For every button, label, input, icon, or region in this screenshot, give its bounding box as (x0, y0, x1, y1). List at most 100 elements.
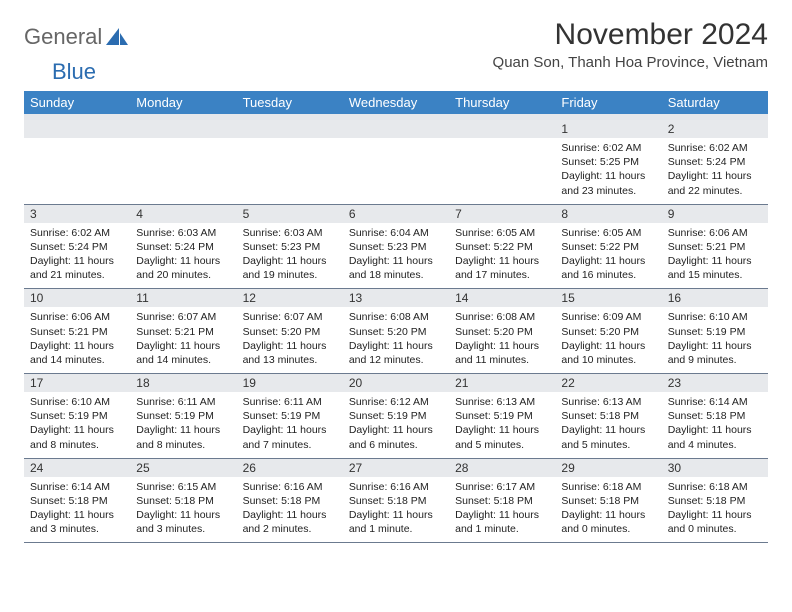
calendar-page: General November 2024 Quan Son, Thanh Ho… (0, 0, 792, 561)
calendar-week-row: 17Sunrise: 6:10 AMSunset: 5:19 PMDayligh… (24, 374, 768, 459)
daylight-text: Daylight: 11 hours (561, 254, 655, 268)
sunset-text: Sunset: 5:24 PM (30, 240, 124, 254)
day-cell: 10Sunrise: 6:06 AMSunset: 5:21 PMDayligh… (24, 289, 130, 374)
day-details: Sunrise: 6:14 AMSunset: 5:18 PMDaylight:… (24, 477, 130, 543)
day-details: Sunrise: 6:08 AMSunset: 5:20 PMDaylight:… (343, 307, 449, 373)
day-cell (237, 120, 343, 204)
sunset-text: Sunset: 5:18 PM (668, 494, 762, 508)
sunrise-text: Sunrise: 6:06 AM (30, 310, 124, 324)
day-details: Sunrise: 6:12 AMSunset: 5:19 PMDaylight:… (343, 392, 449, 458)
sunrise-text: Sunrise: 6:13 AM (455, 395, 549, 409)
sunset-text: Sunset: 5:18 PM (136, 494, 230, 508)
day-number: 12 (237, 289, 343, 307)
daylight-text: Daylight: 11 hours (561, 508, 655, 522)
sunset-text: Sunset: 5:18 PM (349, 494, 443, 508)
daylight-text: Daylight: 11 hours (30, 339, 124, 353)
day-cell: 12Sunrise: 6:07 AMSunset: 5:20 PMDayligh… (237, 289, 343, 374)
daylight-text: and 14 minutes. (136, 353, 230, 367)
daylight-text: and 16 minutes. (561, 268, 655, 282)
day-number: 23 (662, 374, 768, 392)
calendar-week-row: 3Sunrise: 6:02 AMSunset: 5:24 PMDaylight… (24, 204, 768, 289)
day-header: Tuesday (237, 91, 343, 114)
daylight-text: Daylight: 11 hours (136, 254, 230, 268)
daylight-text: and 11 minutes. (455, 353, 549, 367)
sunset-text: Sunset: 5:19 PM (455, 409, 549, 423)
sunrise-text: Sunrise: 6:05 AM (561, 226, 655, 240)
daylight-text: and 1 minute. (455, 522, 549, 536)
day-details: Sunrise: 6:08 AMSunset: 5:20 PMDaylight:… (449, 307, 555, 373)
daylight-text: and 0 minutes. (561, 522, 655, 536)
day-cell: 23Sunrise: 6:14 AMSunset: 5:18 PMDayligh… (662, 374, 768, 459)
day-number: 14 (449, 289, 555, 307)
day-number (237, 120, 343, 138)
daylight-text: and 8 minutes. (30, 438, 124, 452)
day-cell: 1Sunrise: 6:02 AMSunset: 5:25 PMDaylight… (555, 120, 661, 204)
sunset-text: Sunset: 5:18 PM (243, 494, 337, 508)
sunrise-text: Sunrise: 6:08 AM (349, 310, 443, 324)
day-number: 3 (24, 205, 130, 223)
day-cell: 18Sunrise: 6:11 AMSunset: 5:19 PMDayligh… (130, 374, 236, 459)
day-cell (130, 120, 236, 204)
daylight-text: and 17 minutes. (455, 268, 549, 282)
day-details: Sunrise: 6:11 AMSunset: 5:19 PMDaylight:… (130, 392, 236, 458)
daylight-text: and 7 minutes. (243, 438, 337, 452)
daylight-text: and 6 minutes. (349, 438, 443, 452)
day-details: Sunrise: 6:06 AMSunset: 5:21 PMDaylight:… (24, 307, 130, 373)
day-number: 16 (662, 289, 768, 307)
sunrise-text: Sunrise: 6:11 AM (243, 395, 337, 409)
sunset-text: Sunset: 5:18 PM (455, 494, 549, 508)
day-details: Sunrise: 6:10 AMSunset: 5:19 PMDaylight:… (24, 392, 130, 458)
daylight-text: Daylight: 11 hours (455, 423, 549, 437)
day-cell: 29Sunrise: 6:18 AMSunset: 5:18 PMDayligh… (555, 458, 661, 543)
day-number: 29 (555, 459, 661, 477)
day-details (343, 138, 449, 198)
day-number: 9 (662, 205, 768, 223)
day-number: 15 (555, 289, 661, 307)
day-cell: 14Sunrise: 6:08 AMSunset: 5:20 PMDayligh… (449, 289, 555, 374)
day-number: 6 (343, 205, 449, 223)
sunset-text: Sunset: 5:19 PM (349, 409, 443, 423)
daylight-text: and 4 minutes. (668, 438, 762, 452)
daylight-text: Daylight: 11 hours (136, 508, 230, 522)
daylight-text: Daylight: 11 hours (30, 423, 124, 437)
daylight-text: Daylight: 11 hours (243, 423, 337, 437)
daylight-text: and 0 minutes. (668, 522, 762, 536)
calendar-week-row: 1Sunrise: 6:02 AMSunset: 5:25 PMDaylight… (24, 120, 768, 204)
day-details: Sunrise: 6:09 AMSunset: 5:20 PMDaylight:… (555, 307, 661, 373)
day-number: 22 (555, 374, 661, 392)
daylight-text: and 13 minutes. (243, 353, 337, 367)
day-cell: 21Sunrise: 6:13 AMSunset: 5:19 PMDayligh… (449, 374, 555, 459)
day-details (449, 138, 555, 198)
daylight-text: Daylight: 11 hours (136, 423, 230, 437)
day-cell: 25Sunrise: 6:15 AMSunset: 5:18 PMDayligh… (130, 458, 236, 543)
daylight-text: and 5 minutes. (561, 438, 655, 452)
sunrise-text: Sunrise: 6:03 AM (136, 226, 230, 240)
daylight-text: Daylight: 11 hours (668, 508, 762, 522)
sunrise-text: Sunrise: 6:05 AM (455, 226, 549, 240)
daylight-text: and 14 minutes. (30, 353, 124, 367)
day-cell (343, 120, 449, 204)
sunset-text: Sunset: 5:20 PM (349, 325, 443, 339)
sunrise-text: Sunrise: 6:02 AM (30, 226, 124, 240)
calendar-header-row: Sunday Monday Tuesday Wednesday Thursday… (24, 91, 768, 114)
day-cell: 27Sunrise: 6:16 AMSunset: 5:18 PMDayligh… (343, 458, 449, 543)
sunset-text: Sunset: 5:25 PM (561, 155, 655, 169)
day-cell (24, 120, 130, 204)
day-details: Sunrise: 6:14 AMSunset: 5:18 PMDaylight:… (662, 392, 768, 458)
logo-sail-icon (106, 28, 128, 46)
sunrise-text: Sunrise: 6:16 AM (243, 480, 337, 494)
day-details: Sunrise: 6:04 AMSunset: 5:23 PMDaylight:… (343, 223, 449, 289)
day-cell: 4Sunrise: 6:03 AMSunset: 5:24 PMDaylight… (130, 204, 236, 289)
day-header: Wednesday (343, 91, 449, 114)
daylight-text: and 3 minutes. (136, 522, 230, 536)
daylight-text: Daylight: 11 hours (455, 339, 549, 353)
day-header: Sunday (24, 91, 130, 114)
day-number: 5 (237, 205, 343, 223)
daylight-text: Daylight: 11 hours (561, 339, 655, 353)
day-details: Sunrise: 6:02 AMSunset: 5:24 PMDaylight:… (24, 223, 130, 289)
daylight-text: and 5 minutes. (455, 438, 549, 452)
day-number: 24 (24, 459, 130, 477)
day-number: 26 (237, 459, 343, 477)
sunset-text: Sunset: 5:22 PM (561, 240, 655, 254)
day-details: Sunrise: 6:07 AMSunset: 5:21 PMDaylight:… (130, 307, 236, 373)
